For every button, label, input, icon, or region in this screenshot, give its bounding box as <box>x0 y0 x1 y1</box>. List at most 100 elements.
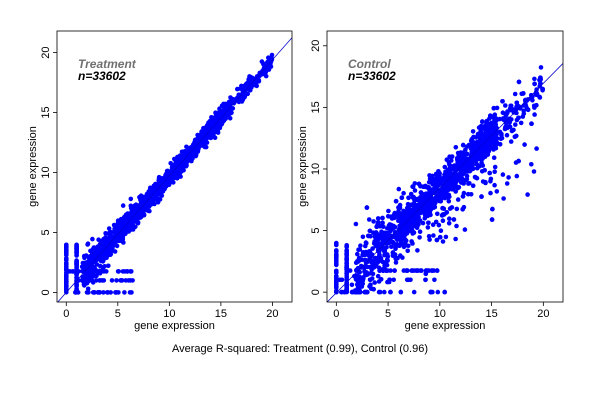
data-point <box>377 268 382 273</box>
plot-frame <box>326 30 564 303</box>
data-point <box>104 269 109 274</box>
data-point <box>465 191 471 197</box>
data-point <box>434 195 440 201</box>
data-point <box>131 210 137 215</box>
data-point <box>421 192 427 197</box>
data-point <box>482 136 488 142</box>
panel-control: 0 5 10 15 20 0 5 10 15 20 gene expression gene expr… <box>297 30 564 332</box>
y-axis-label: gene expression <box>27 126 39 207</box>
data-point <box>423 277 428 283</box>
data-point <box>459 180 464 185</box>
data-point <box>444 169 450 174</box>
data-point <box>482 148 487 153</box>
data-point <box>468 167 474 172</box>
data-point <box>97 290 102 295</box>
data-point <box>124 228 129 234</box>
data-point <box>79 264 85 270</box>
data-point <box>145 197 150 202</box>
y-tick-label: 10 <box>40 166 52 178</box>
data-point <box>492 164 498 170</box>
data-point <box>64 264 69 269</box>
data-point <box>488 190 493 196</box>
data-point <box>506 116 512 122</box>
data-point <box>449 205 455 210</box>
data-point <box>390 253 396 258</box>
panel-title: Control <box>348 57 391 71</box>
data-point <box>443 234 449 240</box>
data-point <box>106 226 112 231</box>
data-point <box>531 169 537 174</box>
data-point <box>446 221 452 226</box>
data-point <box>447 182 452 188</box>
data-point <box>236 99 242 105</box>
data-point <box>399 220 404 225</box>
data-point <box>401 234 407 240</box>
data-point <box>405 248 411 254</box>
data-point <box>409 268 415 273</box>
data-point <box>540 86 545 92</box>
data-point <box>64 267 69 273</box>
data-point <box>405 215 410 220</box>
data-point <box>488 122 494 128</box>
data-point <box>381 224 386 229</box>
data-point <box>96 245 102 250</box>
data-point <box>460 207 466 212</box>
x-axis-label: gene expression <box>134 320 215 332</box>
data-point <box>451 217 457 222</box>
data-point <box>481 154 486 159</box>
data-point <box>100 266 106 272</box>
data-point <box>334 248 339 254</box>
data-point <box>106 247 111 252</box>
data-point <box>453 184 459 189</box>
data-point <box>391 212 397 218</box>
data-point <box>514 110 519 116</box>
data-point <box>108 230 114 235</box>
data-point <box>241 89 247 94</box>
data-point <box>109 278 115 283</box>
data-point <box>453 189 459 194</box>
data-point <box>447 154 452 159</box>
data-point <box>116 290 121 295</box>
data-point <box>431 233 436 238</box>
data-point <box>80 260 86 266</box>
data-point <box>425 225 431 230</box>
data-point <box>353 221 359 227</box>
data-point <box>460 194 466 199</box>
data-point <box>106 263 111 269</box>
data-point <box>363 243 368 249</box>
data-point <box>385 214 391 219</box>
data-point <box>384 262 390 268</box>
data-point <box>382 289 387 295</box>
data-point <box>492 139 498 144</box>
data-point <box>86 273 92 278</box>
data-point <box>383 268 389 273</box>
data-point <box>367 228 373 234</box>
data-point <box>354 273 360 278</box>
data-point <box>514 100 520 106</box>
data-point <box>473 143 479 148</box>
data-point <box>128 196 134 202</box>
data-point <box>403 238 409 243</box>
data-point <box>204 140 210 145</box>
data-point <box>74 261 79 267</box>
data-point <box>396 205 401 210</box>
data-point <box>479 142 485 147</box>
data-point <box>488 176 494 182</box>
data-point <box>502 116 508 121</box>
data-point <box>534 102 539 108</box>
data-point <box>370 246 375 251</box>
data-point <box>423 271 429 277</box>
data-point <box>518 105 523 110</box>
data-point <box>64 260 69 266</box>
data-point <box>432 277 437 283</box>
data-point <box>435 289 441 295</box>
data-point <box>104 252 109 257</box>
data-point <box>86 290 91 295</box>
data-point <box>490 206 495 212</box>
data-point <box>487 170 493 176</box>
data-point <box>409 202 415 207</box>
data-point <box>380 240 385 246</box>
data-point <box>368 271 374 276</box>
data-point <box>512 134 518 140</box>
